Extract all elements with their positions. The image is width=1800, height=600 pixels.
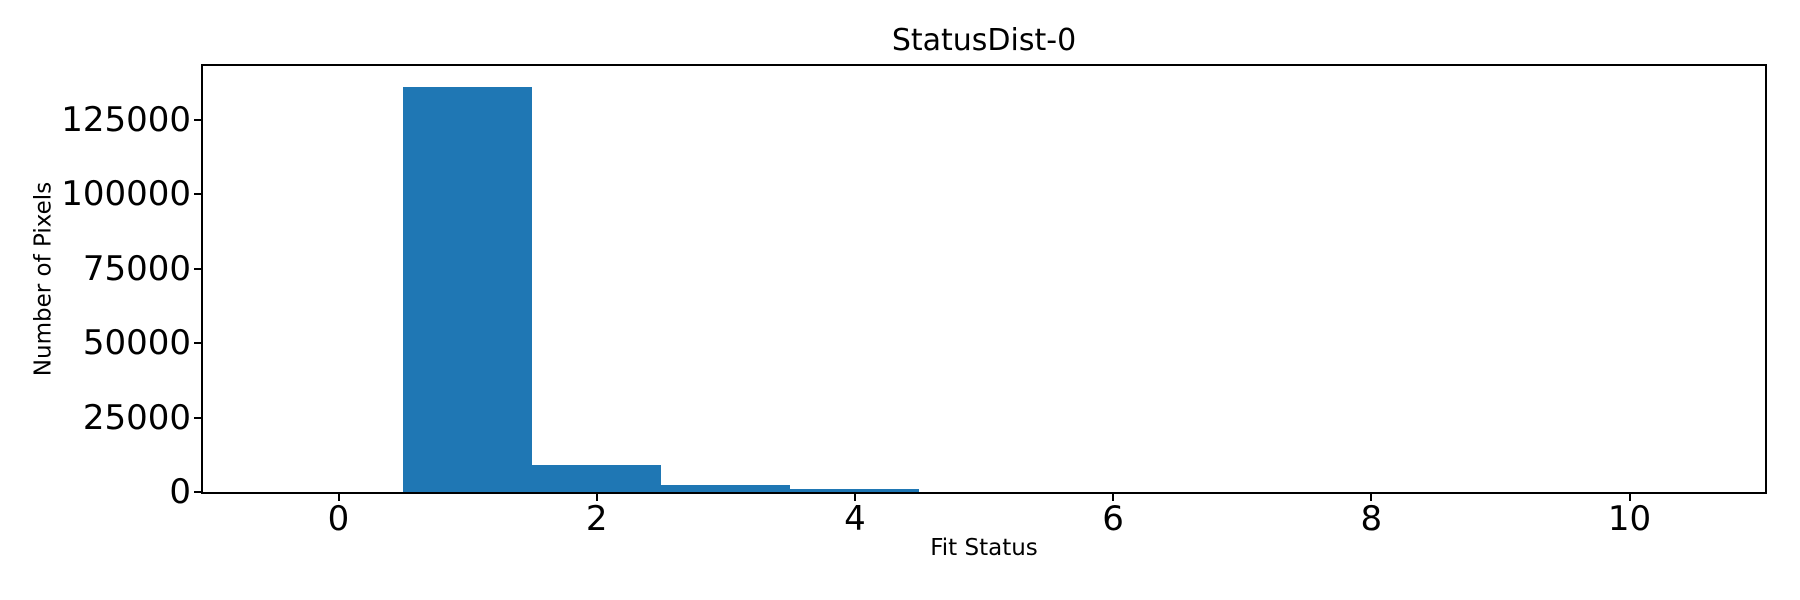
histogram-bar — [661, 484, 791, 492]
y-tick-mark — [194, 118, 201, 121]
y-tick-label: 25000 — [82, 397, 191, 438]
histogram-bar — [403, 86, 533, 492]
plot-area — [203, 66, 1765, 492]
x-tick-mark — [595, 494, 598, 501]
y-tick-label: 100000 — [61, 174, 191, 215]
chart-title: StatusDist-0 — [891, 23, 1077, 58]
x-tick-mark — [337, 494, 340, 501]
y-tick-mark — [194, 267, 201, 270]
y-axis-label: Number of Pixels — [30, 181, 57, 377]
y-tick-mark — [194, 416, 201, 419]
x-axis-label: Fit Status — [930, 535, 1038, 561]
x-tick-label: 2 — [585, 499, 608, 539]
y-tick-label: 125000 — [61, 99, 191, 140]
x-tick-label: 8 — [1360, 499, 1383, 539]
y-tick-mark — [194, 193, 201, 196]
histogram-bar — [532, 465, 662, 492]
y-tick-mark — [194, 491, 201, 493]
y-tick-label: 75000 — [82, 248, 191, 289]
x-tick-mark — [853, 494, 856, 501]
x-tick-label: 6 — [1102, 499, 1124, 539]
x-tick-label: 0 — [327, 499, 350, 539]
x-tick-mark — [1628, 494, 1631, 501]
x-tick-mark — [1112, 494, 1115, 501]
y-tick-label: 50000 — [82, 323, 191, 363]
x-tick-mark — [1370, 494, 1373, 501]
y-tick-mark — [194, 342, 201, 344]
y-tick-label: 0 — [169, 472, 191, 512]
histogram-bar — [790, 489, 920, 492]
x-tick-label: 4 — [844, 499, 866, 539]
x-tick-label: 10 — [1607, 499, 1652, 539]
